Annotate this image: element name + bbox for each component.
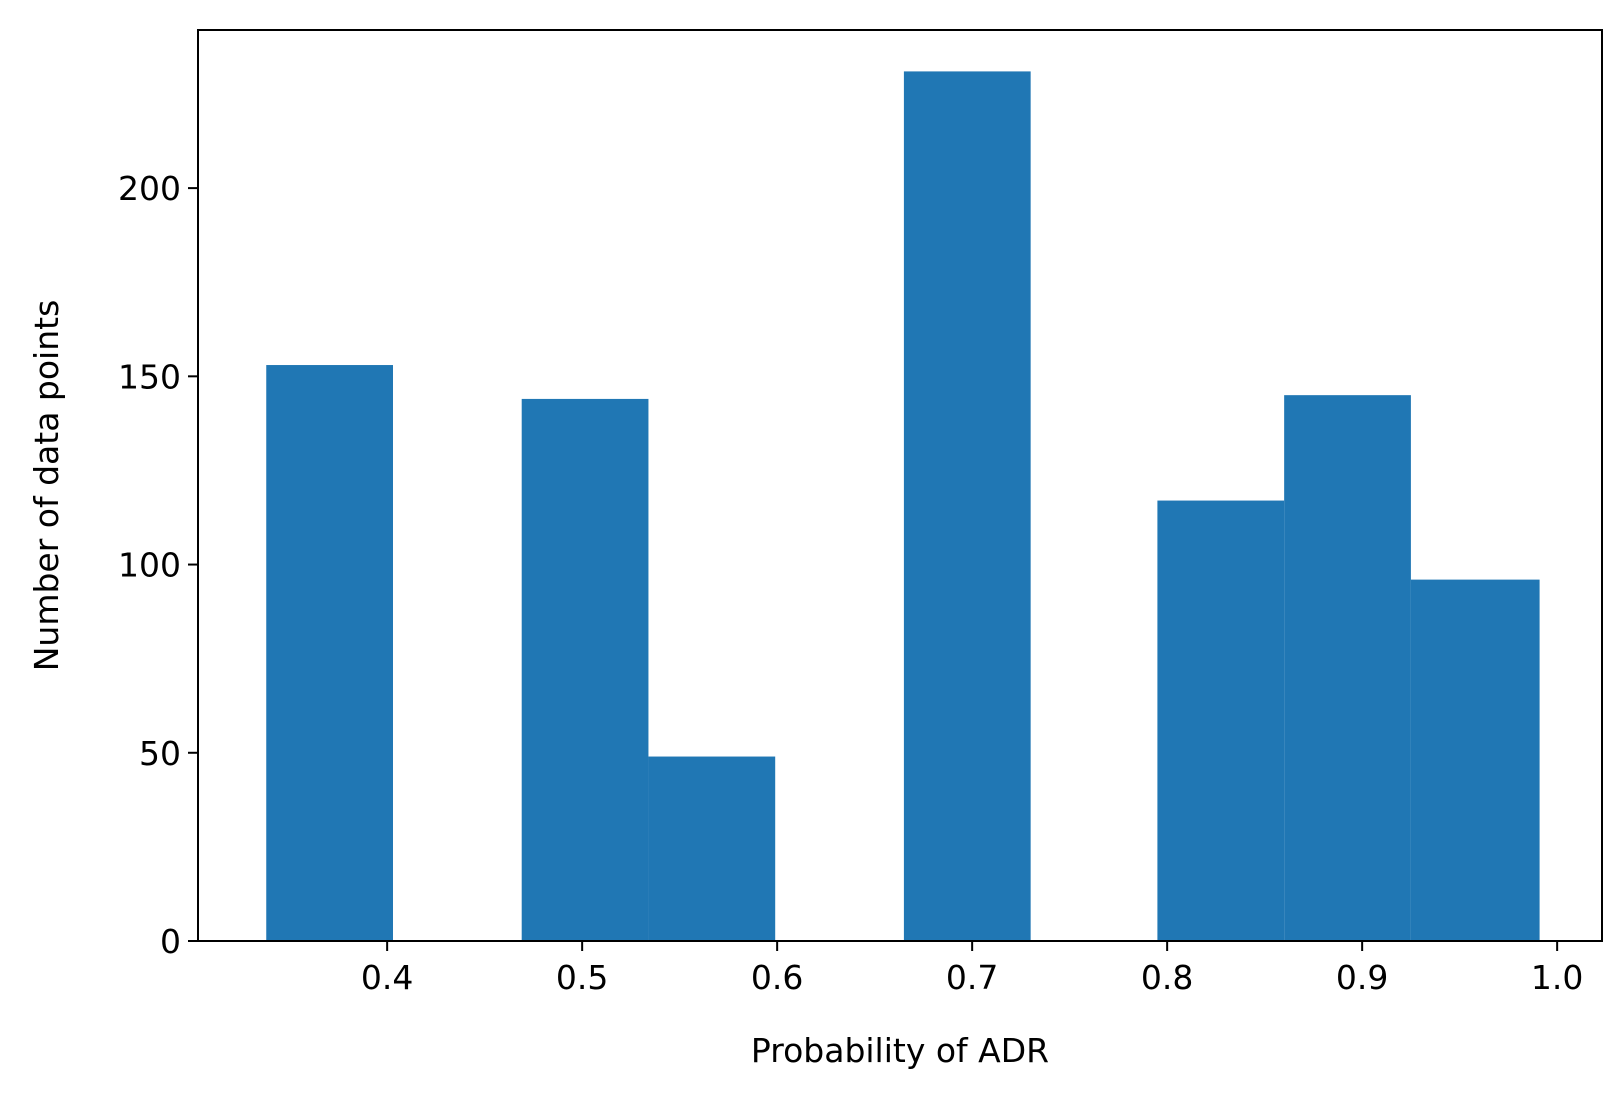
y-axis: 0 50 100 150 200 bbox=[118, 169, 198, 961]
x-axis-label: Probability of ADR bbox=[751, 1031, 1049, 1070]
x-tick-label-4: 0.8 bbox=[1141, 958, 1193, 997]
x-tick-label-3: 0.7 bbox=[946, 958, 998, 997]
histogram-bar-5 bbox=[903, 71, 1031, 942]
bars-layer bbox=[266, 71, 1540, 942]
y-tick-label-2: 100 bbox=[118, 546, 181, 585]
histogram-bar-0 bbox=[266, 365, 393, 941]
x-tick-label-6: 1.0 bbox=[1531, 958, 1583, 997]
plot-area-frame bbox=[197, 29, 1603, 942]
x-tick-label-0: 0.4 bbox=[361, 958, 413, 997]
y-tick-label-3: 150 bbox=[118, 357, 181, 396]
y-axis-label: Number of data points bbox=[27, 300, 66, 672]
histogram-bar-7 bbox=[1157, 500, 1285, 941]
x-axis: 0.4 0.5 0.6 0.7 0.8 0.9 1.0 bbox=[361, 941, 1583, 997]
y-tick-label-4: 200 bbox=[118, 169, 181, 208]
y-tick-label-1: 50 bbox=[139, 734, 181, 773]
histogram-bar-3 bbox=[648, 756, 776, 941]
y-tick-label-0: 0 bbox=[160, 922, 181, 961]
histogram-bar-2 bbox=[521, 398, 649, 941]
histogram-bar-9 bbox=[1410, 579, 1540, 941]
x-tick-label-2: 0.6 bbox=[751, 958, 803, 997]
x-tick-label-1: 0.5 bbox=[556, 958, 608, 997]
histogram-bar-8 bbox=[1284, 395, 1411, 941]
x-tick-label-5: 0.9 bbox=[1336, 958, 1388, 997]
